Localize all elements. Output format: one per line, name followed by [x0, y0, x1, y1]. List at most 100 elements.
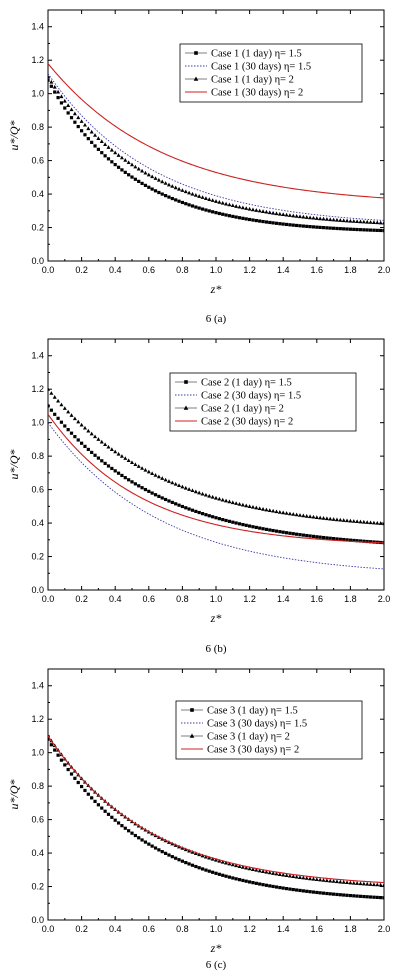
triangle-marker [183, 485, 188, 490]
square-marker [332, 537, 336, 541]
x-tick-label: 1.2 [243, 924, 256, 934]
triangle-marker [345, 218, 350, 223]
square-marker [130, 175, 134, 179]
square-marker [93, 144, 97, 148]
triangle-marker [244, 503, 249, 508]
x-tick-label: 0.6 [143, 594, 156, 604]
square-marker [244, 523, 248, 527]
triangle-marker [355, 219, 360, 224]
triangle-marker [227, 499, 232, 504]
x-tick-label: 0.8 [176, 265, 189, 275]
square-marker [184, 202, 188, 206]
square-marker [268, 884, 272, 888]
square-marker [76, 780, 80, 785]
square-marker [200, 867, 205, 871]
triangle-marker [214, 857, 218, 862]
square-marker [298, 888, 302, 893]
legend-box [169, 372, 357, 432]
square-marker [116, 165, 121, 169]
triangle-marker [130, 460, 134, 465]
triangle-marker [150, 471, 155, 476]
square-marker [143, 487, 148, 492]
triangle-marker [89, 129, 94, 134]
triangle-marker [257, 868, 262, 873]
triangle-marker [277, 510, 282, 514]
triangle-marker [133, 164, 138, 169]
square-marker [348, 227, 352, 231]
square-marker [308, 890, 312, 894]
square-marker [113, 162, 117, 167]
triangle-marker [338, 879, 343, 884]
legend-triangle-marker [189, 733, 195, 738]
square-marker [116, 471, 121, 475]
square-marker [362, 539, 366, 543]
triangle-marker [113, 150, 118, 155]
square-marker [49, 743, 53, 747]
square-marker [106, 464, 111, 468]
triangle-marker [214, 495, 218, 500]
x-axis-label: z* [210, 282, 222, 296]
triangle-marker [240, 502, 245, 507]
square-marker [345, 893, 349, 897]
triangle-marker [217, 496, 222, 501]
triangle-marker [190, 191, 195, 196]
square-marker [315, 225, 319, 229]
series-4 [48, 413, 384, 544]
triangle-marker [170, 184, 175, 188]
triangle-marker [133, 462, 138, 467]
legend-item: Case 3 (1 day) η= 1.5 [181, 706, 298, 717]
triangle-marker [106, 145, 111, 149]
triangle-marker [59, 94, 64, 99]
square-marker [301, 889, 305, 893]
square-marker [248, 880, 252, 884]
triangle-marker [220, 200, 225, 205]
triangle-marker [287, 511, 292, 516]
triangle-marker [378, 220, 383, 225]
series-1 [48, 404, 384, 545]
y-axis-label: u*/Q* [7, 450, 21, 480]
series-line [48, 413, 384, 544]
y-tick-label: 1.4 [31, 22, 44, 32]
triangle-marker [66, 409, 71, 414]
square-marker [153, 846, 158, 850]
square-marker [86, 447, 90, 452]
square-marker [147, 842, 151, 846]
square-marker [90, 140, 94, 144]
triangle-marker [113, 449, 118, 454]
series-1 [48, 78, 384, 233]
square-marker [63, 424, 67, 428]
square-marker [241, 878, 245, 883]
triangle-marker [281, 212, 286, 217]
triangle-marker [183, 189, 188, 194]
triangle-marker [250, 207, 255, 212]
triangle-marker [375, 520, 380, 525]
square-marker [160, 850, 164, 854]
triangle-marker [66, 103, 71, 107]
triangle-marker [203, 854, 208, 859]
square-marker [56, 753, 60, 757]
y-tick-label: 0.2 [31, 552, 44, 562]
square-marker [379, 228, 383, 233]
square-marker [332, 226, 336, 230]
square-marker [140, 486, 144, 490]
series-line [48, 422, 384, 570]
square-marker [100, 806, 104, 810]
square-marker [110, 160, 114, 164]
y-tick-label: 0.4 [31, 848, 44, 858]
x-tick-label: 0.8 [176, 924, 189, 934]
square-marker [271, 884, 275, 889]
legend-label: Case 1 (1 day) η= 1.5 [211, 49, 302, 60]
triangle-marker [254, 208, 259, 212]
triangle-marker [240, 205, 245, 210]
triangle-marker [331, 517, 336, 521]
triangle-marker [351, 880, 356, 885]
triangle-marker [301, 214, 306, 219]
square-marker [120, 473, 124, 478]
triangle-marker [355, 519, 360, 524]
legend-item: Case 3 (30 days) η= 1.5 [181, 719, 307, 730]
square-marker [133, 833, 137, 838]
triangle-marker [264, 209, 269, 214]
square-marker [83, 444, 87, 448]
triangle-marker [284, 511, 289, 515]
y-tick-label: 1.0 [31, 418, 44, 428]
